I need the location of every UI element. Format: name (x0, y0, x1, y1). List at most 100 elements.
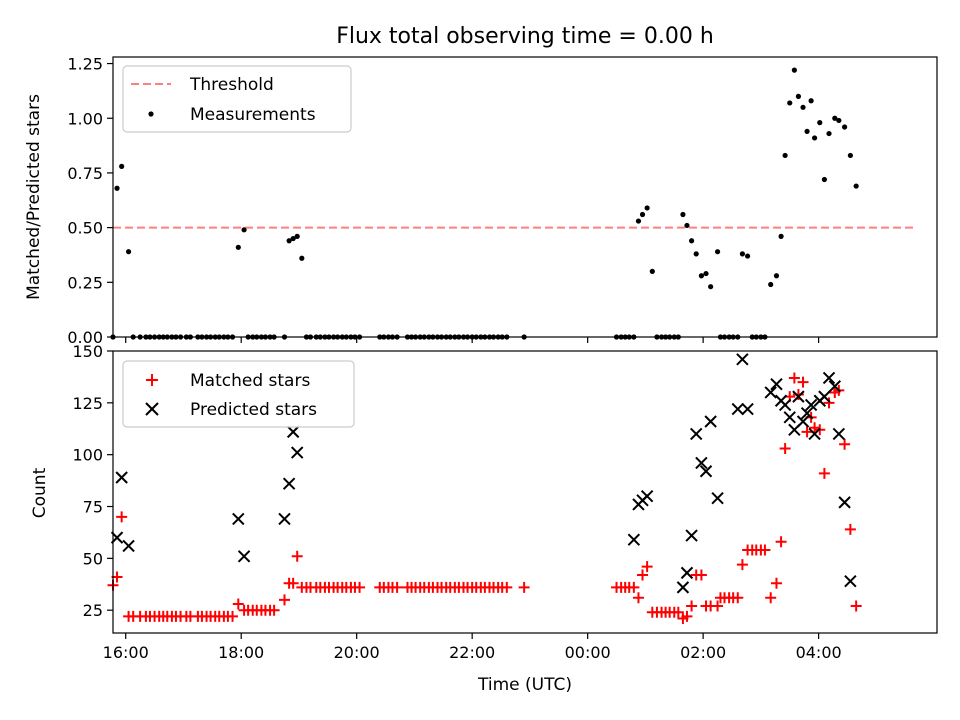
measurements-point (782, 152, 788, 159)
bottom-y-tick-label: 150 (72, 342, 103, 361)
measurements-point (299, 255, 305, 261)
matched-stars-point (850, 600, 862, 612)
matched-stars-point (765, 592, 777, 604)
measurements-point (768, 281, 774, 288)
measurements-point (644, 205, 650, 211)
measurements-point (680, 211, 686, 218)
legend-measurements-swatch (148, 111, 154, 117)
legend-predicted-label: Predicted stars (190, 400, 317, 420)
legend-measurements-label: Measurements (190, 105, 316, 125)
predicted-stars-point (796, 415, 810, 428)
measurements-point (791, 67, 797, 73)
matched-stars-point (736, 559, 748, 571)
measurements-point (817, 120, 823, 126)
matched-stars-point (672, 606, 684, 618)
matched-stars-point (287, 577, 299, 589)
predicted-stars-point (680, 566, 694, 580)
matched-stars-point (391, 581, 403, 593)
top-y-axis-label: Matched/Predicted stars (24, 94, 44, 300)
top-y-tick-label: 0.75 (67, 164, 103, 183)
matched-stars-point (732, 592, 744, 604)
predicted-stars-point (818, 390, 831, 403)
measurements-point (703, 270, 709, 277)
predicted-stars-point (832, 427, 846, 441)
bottom-x-tick-label: 18:00 (218, 643, 264, 662)
predicted-stars-point (764, 386, 777, 399)
matched-stars-point (354, 581, 366, 593)
measurements-point (787, 100, 793, 106)
measurements-point (708, 284, 714, 290)
measurements-point (800, 104, 806, 110)
predicted-stars-point (838, 496, 851, 509)
matched-stars-point (695, 569, 707, 581)
measurements-point (241, 227, 247, 233)
matched-stars-point (628, 581, 640, 593)
bottom-y-tick-label: 100 (72, 446, 103, 465)
predicted-stars-point (232, 512, 245, 526)
matched-stars-point (291, 550, 303, 562)
bottom-x-tick-label: 22:00 (449, 643, 495, 662)
matched-stars-point (227, 610, 239, 622)
matched-stars-point (759, 544, 771, 556)
predicted-stars-point (282, 477, 296, 490)
bottom-x-tick-label: 02:00 (680, 643, 726, 662)
matched-stars-point (641, 561, 653, 573)
matched-stars-point (632, 592, 644, 604)
predicted-stars-point (278, 512, 291, 526)
measurements-point (698, 273, 705, 279)
matched-stars-point (712, 600, 724, 612)
measurements-point (235, 244, 241, 250)
measurements-point (125, 249, 132, 255)
measurements-point (821, 176, 828, 183)
top-y-tick-label: 0.00 (67, 328, 103, 347)
measurements-point (836, 117, 842, 124)
bottom-y-axis-label: Count (30, 467, 50, 518)
measurements-point (688, 238, 695, 244)
measurements-point (847, 152, 853, 159)
bottom-legend: Matched stars Predicted stars (122, 360, 355, 428)
measurements-point (808, 98, 814, 104)
top-y-tick-label: 0.50 (67, 219, 103, 238)
matched-stars-point (268, 604, 280, 616)
predicted-stars-point (822, 371, 836, 385)
matched-stars-point (501, 581, 513, 593)
measurements-point (119, 163, 125, 169)
bottom-y-tick-label: 75 (83, 498, 103, 517)
star-count-panel: 16:00 18:00 20:00 22:00 00:00 02:00 04:00 25 50 7… (30, 342, 938, 695)
measurements-point (745, 253, 751, 259)
matched-stars-point (839, 438, 851, 450)
bottom-axes-frame (112, 350, 938, 634)
measurements-point (773, 273, 780, 279)
measurements-point (811, 135, 818, 141)
predicted-stars-point (685, 529, 698, 542)
flux-ratio-panel: 0.00 0.25 0.50 0.75 1.00 1.25 Matched/Predict… (24, 55, 938, 347)
matched-stars-point (637, 569, 649, 581)
predicted-stars-point (736, 353, 749, 366)
top-y-tick-label: 1.00 (67, 109, 103, 128)
predicted-stars-point (800, 406, 814, 420)
predicted-stars-point (808, 427, 821, 441)
predicted-stars-point (237, 550, 251, 563)
measurements-point (795, 93, 802, 99)
measurements-point (635, 218, 642, 224)
bottom-x-tick-label: 16:00 (103, 643, 149, 662)
predicted-stars-point (770, 377, 783, 391)
predicted-stars-point (286, 425, 300, 439)
matched-stars-point (844, 523, 856, 535)
matched-stars-point (788, 372, 800, 384)
measurements-point (842, 124, 848, 130)
matched-stars-point (809, 422, 821, 434)
legend-threshold-label: Threshold (189, 75, 274, 95)
measurements-point (290, 235, 296, 242)
legend-matched-swatch (146, 374, 158, 386)
top-y-tick-label: 0.25 (67, 273, 103, 292)
measurements-point (639, 211, 646, 218)
predicted-stars-point (783, 411, 796, 424)
bottom-x-tick-label: 20:00 (334, 643, 380, 662)
matched-stars-point (770, 577, 782, 589)
matched-stars-point (779, 442, 791, 454)
predicted-stars-point (741, 402, 754, 416)
matched-stars-point (681, 610, 693, 622)
predicted-stars-point (844, 574, 857, 588)
